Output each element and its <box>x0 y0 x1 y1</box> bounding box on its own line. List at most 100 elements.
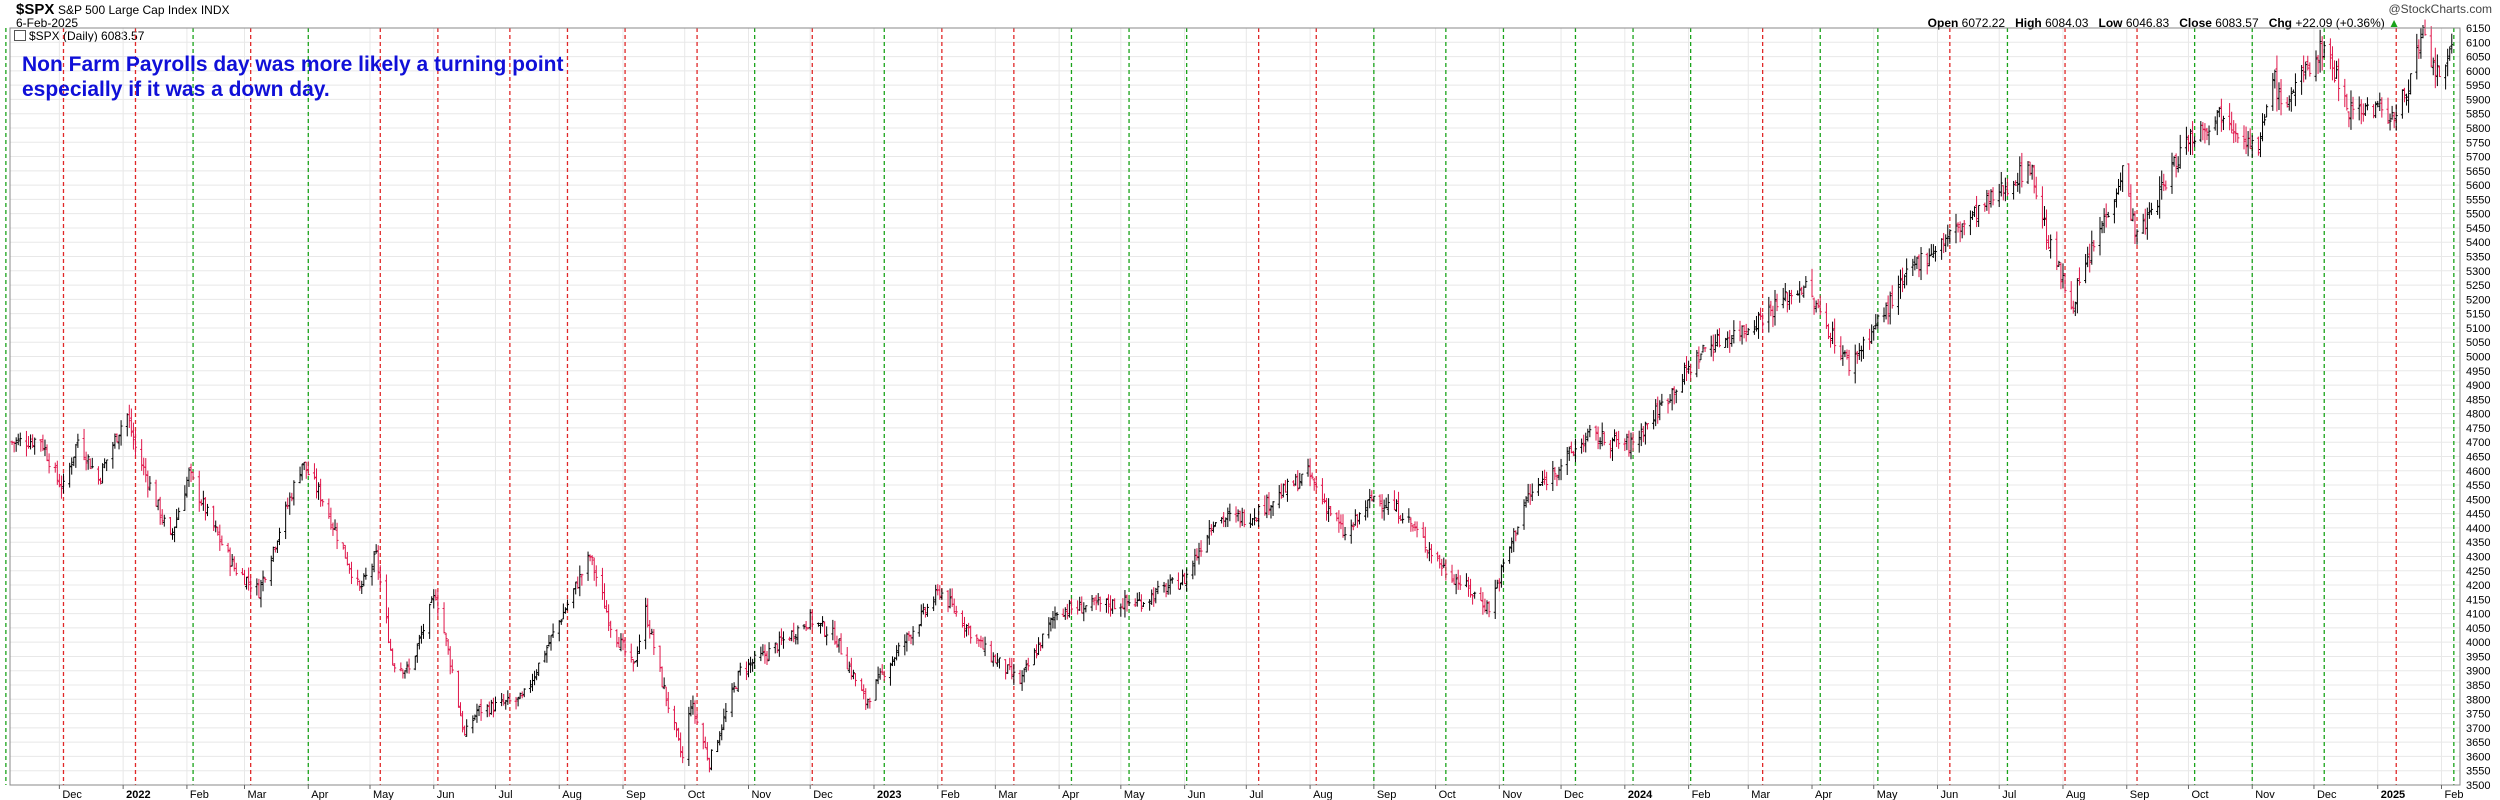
ohlc-bar <box>403 670 407 679</box>
ohlc-bar <box>1946 224 1950 247</box>
open-label: Open <box>1927 16 1959 30</box>
ohlc-bar <box>1041 633 1045 649</box>
ohlc-bar <box>1629 432 1633 460</box>
ohlc-bar <box>1798 281 1802 303</box>
ohlc-bar <box>70 457 74 475</box>
ohlc-bar <box>940 588 944 601</box>
ohlc-bar <box>816 622 820 627</box>
price-bars <box>10 19 2454 773</box>
ohlc-bar <box>1631 432 1635 452</box>
ohlc-bar <box>432 589 436 609</box>
ohlc-bar <box>2119 172 2123 191</box>
ohlc-bar <box>845 646 849 670</box>
ohlc-bar <box>609 620 613 638</box>
ohlc-bar <box>444 632 448 647</box>
ohlc-bar <box>703 736 707 749</box>
ohlc-bar <box>1121 598 1125 610</box>
ohlc-bar <box>773 642 777 654</box>
ohlc-bar <box>18 432 22 447</box>
ohlc-bar <box>292 480 296 506</box>
ohlc-bar <box>101 463 105 484</box>
ohlc-bar <box>247 567 251 591</box>
ohlc-bar <box>2333 60 2337 83</box>
ohlc-bar <box>1997 183 2001 208</box>
y-tick-label: 3850 <box>2466 680 2490 692</box>
y-tick-label: 5400 <box>2466 237 2490 249</box>
ohlc-bar <box>1625 433 1629 451</box>
ohlc-bar <box>333 519 337 531</box>
y-tick-label: 4550 <box>2466 480 2490 492</box>
ohlc-bar <box>199 499 203 506</box>
ohlc-bar <box>2273 69 2277 89</box>
ohlc-bar <box>1055 612 1059 621</box>
ohlc-bar <box>160 509 164 525</box>
ohlc-bar <box>1154 587 1158 604</box>
ohlc-bar <box>2415 33 2419 80</box>
ohlc-bar <box>269 555 273 586</box>
ohlc-bar <box>557 620 561 642</box>
x-tick-label: Oct <box>688 789 705 800</box>
ohlc-bar <box>284 501 288 540</box>
x-tick-label: Mar <box>1751 789 1770 800</box>
ohlc-bar <box>779 628 783 646</box>
ohlc-bar <box>2419 28 2423 59</box>
ohlc-bar <box>2374 101 2378 119</box>
ohlc-bar <box>1839 336 1843 361</box>
ohlc-bar <box>2205 127 2209 141</box>
y-tick-label: 3700 <box>2466 723 2490 735</box>
ohlc-bar <box>405 661 409 674</box>
ohlc-bar <box>399 662 403 672</box>
ohlc-bar <box>2061 263 2065 289</box>
ohlc-bar <box>205 503 209 517</box>
ohlc-bar <box>475 703 479 723</box>
ohlc-bar <box>718 731 722 746</box>
ohlc-bar <box>761 644 765 656</box>
x-tick-label: Feb <box>190 789 209 800</box>
ohlc-bar <box>1816 298 1820 309</box>
ohlc-bar <box>1150 589 1154 605</box>
ohlc-bar <box>1958 221 1962 243</box>
ohlc-bar <box>605 600 609 613</box>
ohlc-bar <box>831 619 835 641</box>
y-tick-label: 3650 <box>2466 737 2490 749</box>
copyright: @StockCharts.com <box>2388 2 2492 16</box>
ohlc-bar <box>738 662 742 676</box>
ohlc-bar <box>765 650 769 666</box>
ohlc-bar <box>290 492 294 502</box>
ohlc-bar <box>520 691 524 699</box>
ohlc-bar <box>1078 596 1082 611</box>
ohlc-bar <box>792 622 796 643</box>
ohlc-bar <box>2158 176 2162 219</box>
close-label: Close <box>2179 16 2212 30</box>
ohlc-bar <box>119 420 123 446</box>
ohlc-bar <box>321 499 325 507</box>
x-tick-label: Dec <box>62 789 82 800</box>
ohlc-bar <box>228 547 232 577</box>
ohlc-bar <box>1983 202 1987 212</box>
ohlc-bar <box>2063 273 2067 294</box>
ohlc-bar <box>183 485 187 511</box>
ohlc-bar <box>1242 509 1246 528</box>
ohlc-bar <box>306 461 310 476</box>
ohlc-bar <box>1234 506 1238 523</box>
ohlc-bar <box>559 619 563 625</box>
ohlc-bar <box>1263 495 1267 516</box>
ohlc-bar <box>666 691 670 714</box>
ohlc-bar <box>133 430 137 457</box>
ohlc-bar <box>1682 362 1686 385</box>
ohlc-bar <box>716 739 720 753</box>
ohlc-bar <box>2156 199 2160 215</box>
ohlc-bar <box>2275 55 2279 112</box>
ohlc-bar <box>1905 258 1909 286</box>
ohlc-bar <box>1602 431 1606 446</box>
ohlc-bar <box>576 576 580 589</box>
ohlc-bar <box>2361 103 2365 122</box>
ohlc-bar <box>1139 594 1143 612</box>
low-label: Low <box>2098 16 2123 30</box>
ohlc-bar <box>1687 360 1691 374</box>
annotation-line-1: Non Farm Payrolls day was more likely a … <box>22 53 563 76</box>
ohlc-bar <box>2388 113 2392 131</box>
y-tick-label: 4800 <box>2466 409 2490 421</box>
ohlc-bar <box>917 624 921 637</box>
ohlc-bar <box>1211 521 1215 533</box>
